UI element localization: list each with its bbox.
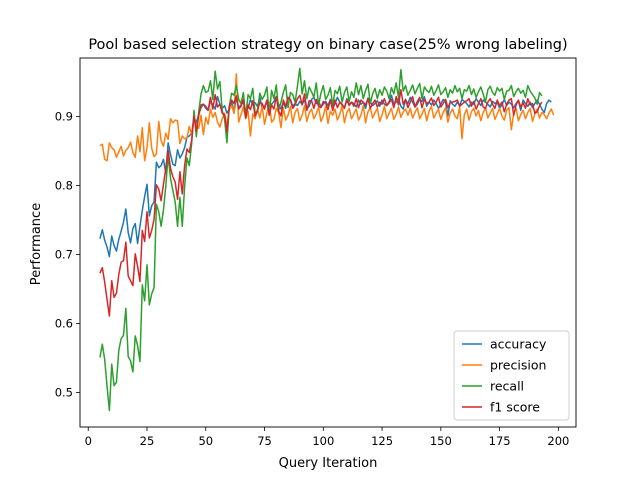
y-axis-label: Performance bbox=[29, 203, 44, 285]
x-axis-label: Query Iteration bbox=[279, 456, 378, 471]
y-tick-label: 0.7 bbox=[55, 248, 73, 262]
legend-label: precision bbox=[490, 358, 546, 373]
x-tick-label: 100 bbox=[312, 434, 334, 448]
x-tick-label: 50 bbox=[198, 434, 213, 448]
series-line-2 bbox=[99, 67, 543, 412]
legend-box bbox=[453, 330, 570, 421]
legend-label: accuracy bbox=[490, 337, 547, 352]
y-tick-label: 0.9 bbox=[55, 110, 73, 124]
y-tick-label: 0.5 bbox=[55, 386, 73, 400]
plot-frame bbox=[79, 57, 577, 428]
series-line-0 bbox=[99, 94, 552, 258]
legend-label: recall bbox=[490, 379, 524, 394]
y-tick-label: 0.8 bbox=[55, 179, 73, 193]
x-tick-label: 150 bbox=[430, 434, 452, 448]
legend: accuracy precision recall f1 score bbox=[453, 330, 570, 421]
plot-area bbox=[99, 67, 555, 412]
x-tick-label: 25 bbox=[140, 434, 155, 448]
axes: 0 25 50 75 100 125 150 175 200 0.5 0.6 0.7 0.8 0.9 bbox=[55, 110, 570, 448]
y-tick-label: 0.6 bbox=[55, 317, 73, 331]
legend-label: f1 score bbox=[490, 400, 540, 415]
chart-title: Pool based selection strategy on binary … bbox=[88, 37, 567, 53]
x-tick-label: 0 bbox=[85, 434, 92, 448]
series-line-1 bbox=[99, 73, 555, 162]
x-tick-label: 75 bbox=[257, 434, 272, 448]
x-tick-label: 200 bbox=[547, 434, 569, 448]
x-tick-label: 175 bbox=[489, 434, 511, 448]
series-line-3 bbox=[99, 88, 543, 317]
x-tick-label: 125 bbox=[371, 434, 393, 448]
